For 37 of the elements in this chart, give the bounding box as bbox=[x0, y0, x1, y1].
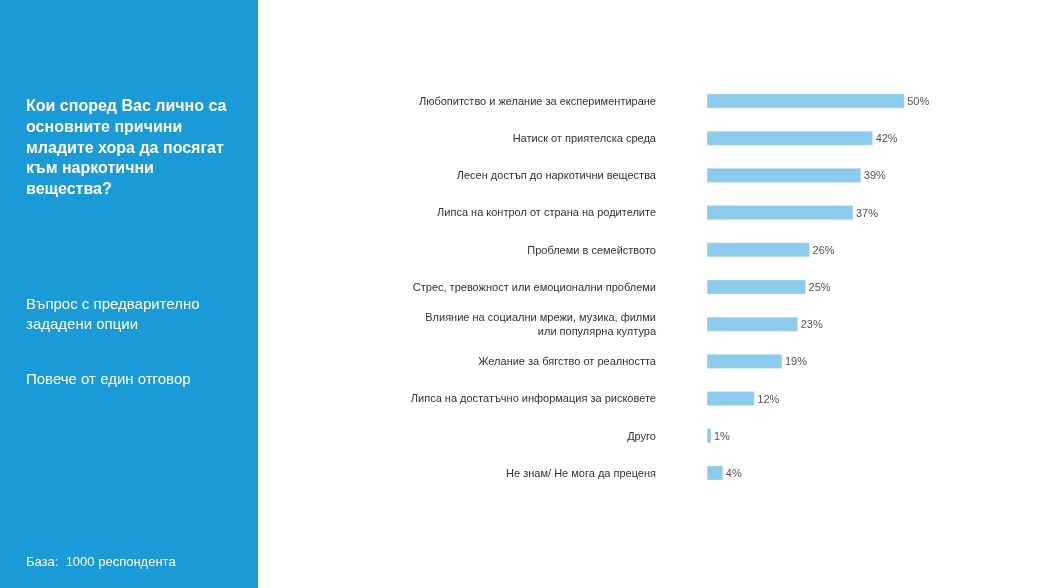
bar bbox=[707, 428, 712, 444]
y-tick-label: Не знам/ Не мога да преценя bbox=[506, 466, 657, 479]
y-tick-label: Влияние на социални мрежи, музика, филми или популярна култура bbox=[425, 310, 657, 338]
data-label: 37% bbox=[855, 206, 879, 219]
data-label: 12% bbox=[757, 392, 780, 405]
bar bbox=[707, 242, 810, 258]
y-tick-label: Липса на контрол от страна на родителите bbox=[437, 206, 656, 219]
data-label: 42% bbox=[875, 132, 898, 145]
text: Кои според Вас лично са основните причини младите хора да посягат към наркотични вещества? bbox=[26, 97, 227, 198]
data-label: 4% bbox=[725, 467, 742, 479]
bar bbox=[707, 93, 905, 109]
data-label: 25% bbox=[808, 281, 831, 293]
y-tick-label: Липса на достатъчно информация за рисковете bbox=[410, 392, 656, 405]
y-tick-label: Лесен достъп до наркотични вещества bbox=[456, 169, 657, 182]
bar bbox=[707, 316, 798, 332]
data-label: 39% bbox=[863, 169, 887, 182]
bar bbox=[707, 130, 873, 146]
data-label: 26% bbox=[812, 243, 835, 256]
text: Въпрос с предварително зададени опции bbox=[26, 295, 200, 332]
text: База: 1000 респондента bbox=[26, 554, 177, 569]
bar bbox=[707, 205, 854, 220]
y-tick-label: Желание за бягство от реалността bbox=[478, 355, 657, 368]
y-tick-label: Проблеми в семейството bbox=[527, 243, 656, 256]
data-label: 19% bbox=[784, 355, 808, 368]
text: Повече от един отговор bbox=[26, 370, 191, 387]
bar bbox=[707, 279, 806, 295]
data-label: 1% bbox=[713, 429, 731, 442]
y-tick-label: Стрес, тревожност или емоционални проблеми bbox=[412, 280, 656, 293]
data-label: 50% bbox=[907, 95, 930, 107]
y-tick-label: Друго bbox=[627, 429, 656, 442]
bar bbox=[707, 465, 724, 481]
bar bbox=[707, 391, 755, 406]
y-tick-label: Любопитство и желание за експериментиране bbox=[418, 94, 656, 107]
y-tick-label: Натиск от приятелска среда bbox=[512, 132, 657, 145]
bar bbox=[707, 168, 862, 183]
data-label: 23% bbox=[800, 318, 823, 331]
bar bbox=[707, 354, 783, 369]
